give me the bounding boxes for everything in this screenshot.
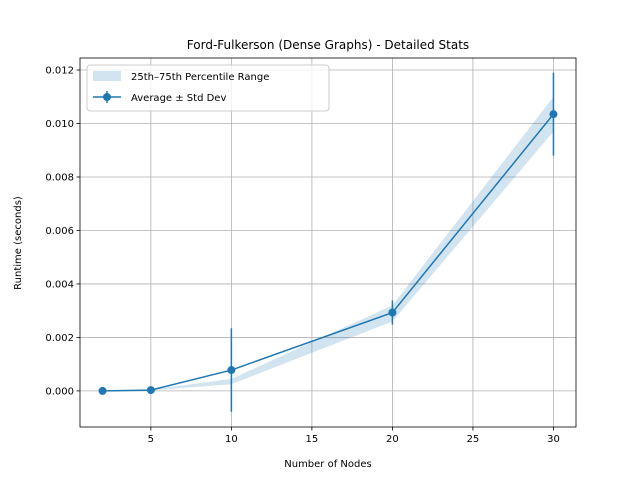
- plot-frame: [79, 57, 577, 428]
- x-tick-label: 10: [225, 434, 238, 445]
- x-axis-title: Number of Nodes: [284, 459, 371, 470]
- data-point: [549, 110, 558, 119]
- series-layer: [98, 72, 558, 412]
- legend-marker-swatch: [103, 93, 111, 101]
- y-tick-label: 0.010: [45, 119, 74, 130]
- y-axis-title: Runtime (seconds): [13, 196, 24, 290]
- data-point: [227, 366, 236, 375]
- y-tick-label: 0.000: [45, 386, 74, 397]
- y-tick-label: 0.006: [45, 226, 74, 237]
- y-tick-label: 0.002: [45, 333, 74, 344]
- legend-frame: [86, 64, 330, 112]
- legend-label-line: Average ± Std Dev: [131, 93, 226, 104]
- x-tick-label: 30: [547, 434, 560, 445]
- data-point: [98, 386, 107, 395]
- y-tick-label: 0.008: [45, 172, 74, 183]
- legend-label-band: 25th–75th Percentile Range: [131, 72, 269, 83]
- x-tick-label: 20: [386, 434, 399, 445]
- x-tick-label: 5: [148, 434, 154, 445]
- x-tick-label: 25: [467, 434, 480, 445]
- axes: 5 10 15 20 25 30 0.000 0.002 0.004 0.006 0.008 0.01…: [45, 57, 577, 445]
- y-tick-label: 0.004: [45, 279, 74, 290]
- chart-title: Ford-Fulkerson (Dense Graphs) - Detailed…: [187, 38, 469, 52]
- data-point: [146, 386, 155, 395]
- legend: 25th–75th Percentile Range Average ± Std…: [86, 64, 330, 112]
- legend-band-swatch: [93, 71, 121, 81]
- data-point: [388, 308, 397, 317]
- grid: [80, 58, 576, 427]
- y-tick-label: 0.012: [45, 66, 74, 77]
- x-tick-label: 15: [306, 434, 319, 445]
